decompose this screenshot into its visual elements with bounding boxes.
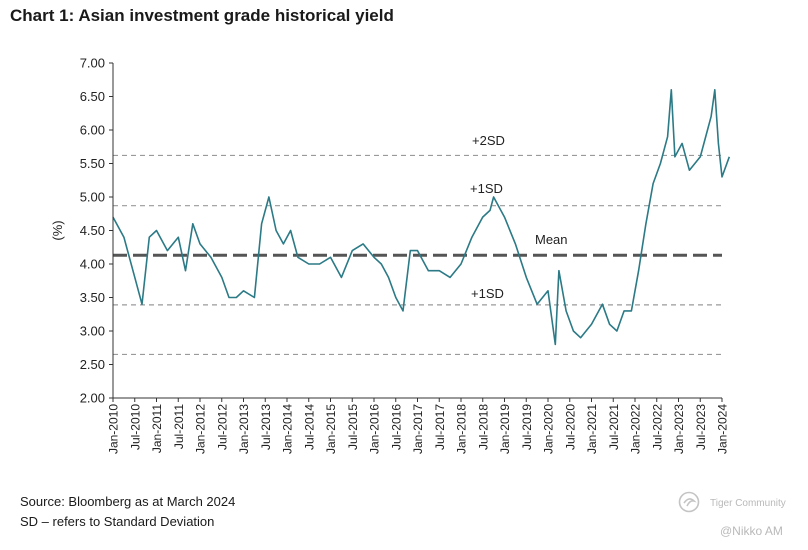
watermark-handle: @Nikko AM: [720, 524, 783, 538]
x-tick-label: Jul-2021: [607, 404, 621, 450]
x-tick-label: Jan-2012: [194, 404, 208, 454]
reference-label-3: +1SD: [471, 286, 504, 301]
y-tick-label: 3.50: [80, 290, 105, 305]
y-tick-label: 3.00: [80, 324, 105, 339]
reference-label-2: Mean: [535, 232, 568, 247]
x-tick-label: Jul-2010: [128, 404, 142, 450]
x-tick-label: Jan-2017: [411, 404, 425, 454]
y-axis-title: (%): [50, 220, 65, 240]
y-tick-label: 6.50: [80, 89, 105, 104]
y-tick-label: 7.00: [80, 56, 105, 71]
x-tick-label: Jan-2022: [629, 404, 643, 454]
x-tick-label: Jul-2013: [259, 404, 273, 450]
y-tick-label: 5.50: [80, 156, 105, 171]
x-tick-label: Jul-2020: [563, 404, 577, 450]
x-tick-label: Jan-2021: [585, 404, 599, 454]
x-tick-label: Jan-2011: [150, 404, 164, 453]
tiger-community-watermark: Tiger Community: [678, 491, 798, 519]
x-tick-label: Jul-2014: [302, 404, 316, 450]
sd-footnote: SD – refers to Standard Deviation: [20, 514, 215, 529]
x-tick-label: Jan-2014: [281, 404, 295, 454]
x-tick-label: Jan-2016: [368, 404, 382, 454]
yield-series-line: [112, 89, 731, 346]
x-tick-label: Jan-2019: [498, 404, 512, 454]
x-tick-label: Jul-2019: [520, 404, 534, 450]
x-tick-label: Jan-2024: [716, 404, 730, 454]
chart-title: Chart 1: Asian investment grade historic…: [10, 6, 394, 25]
labels: +2SD +1SD Mean +1SD 7.00 6.50 6.00 5.50 5.00 4.50…: [50, 56, 730, 455]
watermark-community-text: Tiger Community: [710, 498, 786, 509]
x-tick-label: Jul-2022: [650, 404, 664, 450]
x-tick-label: Jan-2023: [672, 404, 686, 454]
x-tick-label: Jan-2010: [107, 404, 121, 454]
x-tick-label: Jan-2020: [542, 404, 556, 454]
reference-label-0: +2SD: [472, 133, 505, 148]
x-tick-label: Jan-2015: [324, 404, 338, 454]
x-tick-label: Jul-2017: [433, 404, 447, 450]
y-tick-label: 2.50: [80, 357, 105, 372]
y-tick-label: 4.00: [80, 257, 105, 272]
y-tick-label: 2.00: [80, 391, 105, 406]
y-tick-label: 4.50: [80, 223, 105, 238]
x-tick-label: Jul-2011: [172, 404, 186, 449]
x-tick-label: Jul-2015: [346, 404, 360, 450]
y-tick-label: 6.00: [80, 123, 105, 138]
x-tick-label: Jul-2016: [389, 404, 403, 450]
reference-lines: [113, 154, 722, 356]
x-tick-label: Jan-2018: [455, 404, 469, 454]
y-tick-label: 5.00: [80, 190, 105, 205]
tiger-logo-icon: [678, 491, 700, 513]
x-tick-label: Jan-2013: [237, 404, 251, 454]
x-tick-label: Jul-2023: [694, 404, 708, 450]
series-line: [112, 89, 731, 346]
source-text: Source: Bloomberg as at March 2024: [20, 494, 236, 509]
reference-label-1: +1SD: [470, 181, 503, 196]
x-tick-label: Jul-2018: [476, 404, 490, 450]
x-tick-label: Jul-2012: [215, 404, 229, 450]
axes: [109, 62, 723, 402]
